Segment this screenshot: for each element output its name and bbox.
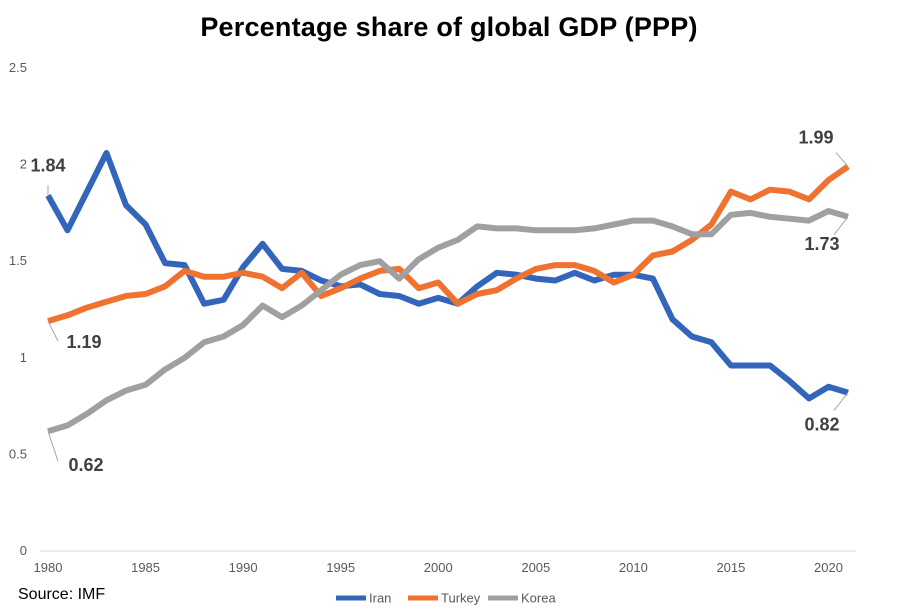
data-label-turkey: 1.19 (66, 332, 101, 352)
y-tick-label: 2 (20, 157, 27, 172)
y-tick-label: 1 (20, 350, 27, 365)
legend-label-iran: Iran (369, 591, 391, 606)
x-axis-ticks: 1980 1985 1990 1995 2000 2005 2010 2015 2020 (34, 560, 843, 575)
series-lines (45, 150, 850, 435)
annotation-leader-line (47, 320, 59, 342)
series-line-iran (45, 150, 849, 402)
x-tick-label: 2010 (619, 560, 648, 575)
y-axis-ticks: 0 0.5 1 1.5 2 2.5 (9, 60, 27, 558)
x-tick-label: 2005 (521, 560, 550, 575)
x-tick-label: 1985 (131, 560, 160, 575)
y-tick-label: 1.5 (9, 253, 27, 268)
x-tick-label: 1980 (34, 560, 63, 575)
y-tick-label: 0.5 (9, 446, 27, 461)
x-tick-label: 2020 (814, 560, 843, 575)
data-label-korea: 1.73 (804, 234, 839, 254)
x-tick-label: 2000 (424, 560, 453, 575)
annotation-leader-line (833, 392, 849, 411)
series-line-korea (47, 208, 849, 435)
data-label-iran: 1.84 (30, 156, 65, 176)
data-label-iran: 0.82 (804, 415, 839, 435)
x-tick-label: 1990 (229, 560, 258, 575)
data-labels: 1.84 1.19 0.62 1.99 1.73 0.82 (30, 128, 839, 476)
legend: Iran Turkey Korea (336, 591, 556, 606)
data-label-korea: 0.62 (68, 455, 103, 475)
annotation-leader-line (47, 431, 59, 462)
chart-title: Percentage share of global GDP (PPP) (200, 12, 698, 42)
x-tick-label: 1995 (326, 560, 355, 575)
legend-label-korea: Korea (521, 591, 556, 606)
legend-label-turkey: Turkey (441, 591, 481, 606)
annotation-leader-line (833, 216, 849, 236)
y-tick-label: 0 (20, 543, 27, 558)
series-line-turkey (47, 164, 850, 324)
annotation-leaders (47, 152, 849, 462)
source-note: Source: IMF (18, 586, 106, 603)
data-label-turkey: 1.99 (798, 128, 833, 148)
x-tick-label: 2015 (716, 560, 745, 575)
annotation-leader-line (835, 152, 849, 167)
y-tick-label: 2.5 (9, 60, 27, 75)
